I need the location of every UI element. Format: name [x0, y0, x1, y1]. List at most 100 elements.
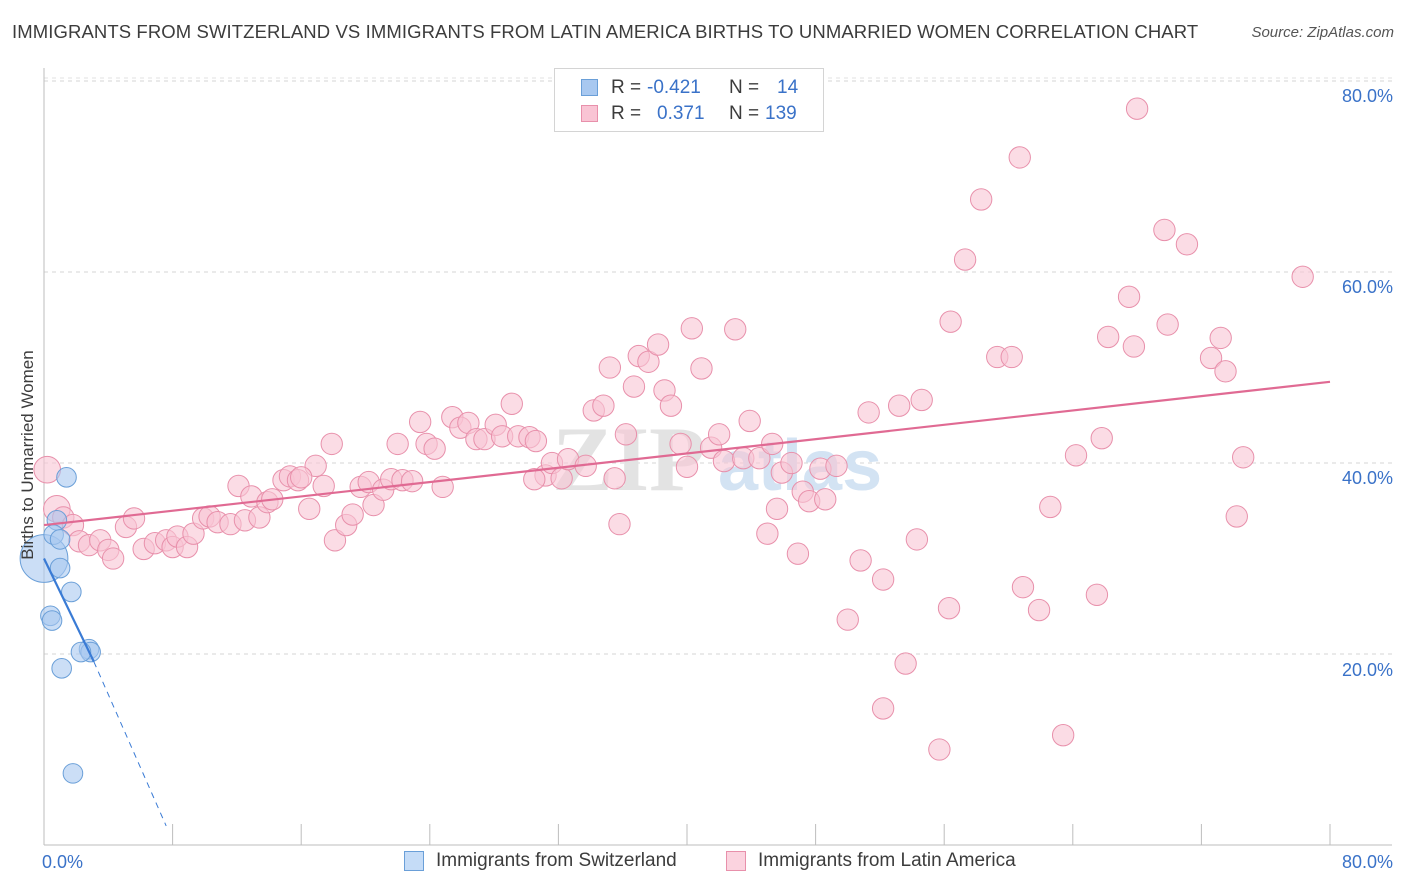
data-point [1090, 426, 1113, 450]
r-label: R = [611, 77, 642, 98]
data-point [765, 497, 789, 521]
data-point [1008, 146, 1031, 169]
data-point [836, 608, 859, 631]
data-point [937, 596, 961, 620]
data-point [871, 697, 895, 720]
data-point [888, 394, 911, 417]
data-point [1122, 335, 1146, 358]
data-point [939, 310, 962, 333]
data-point [386, 432, 409, 456]
legend-label-switzerland: Immigrants from Switzerland [436, 850, 677, 871]
data-point [1225, 505, 1248, 528]
data-point [969, 188, 993, 211]
data-point [659, 394, 683, 417]
data-point [669, 432, 692, 456]
data-point [62, 763, 84, 784]
y-tick-60: 60.0% [1341, 277, 1393, 297]
data-point [675, 455, 699, 479]
legend-label-latin-america: Immigrants from Latin America [758, 850, 1016, 871]
data-point [550, 467, 573, 490]
data-point [928, 738, 951, 761]
data-point [1027, 598, 1051, 622]
trend-lines [43, 380, 1331, 827]
trend-line-0 [43, 558, 95, 663]
data-point [825, 454, 848, 478]
n-label: N = [729, 77, 760, 98]
data-point [1064, 444, 1088, 467]
data-point [56, 467, 77, 488]
data-point [1209, 326, 1232, 350]
data-point [1153, 218, 1176, 242]
y-tick-80: 80.0% [1341, 86, 1393, 106]
swatch-latin-america [581, 105, 598, 122]
data-point [849, 549, 872, 572]
data-point [341, 503, 364, 526]
n-value: 139 [765, 103, 797, 124]
data-point [598, 356, 622, 379]
x-tick-80: 80.0% [1341, 852, 1393, 872]
data-point [871, 568, 895, 591]
data-point [780, 451, 803, 475]
data-point [646, 333, 670, 356]
legend-swatch-latin-america [726, 851, 746, 871]
source-label: Source: ZipAtlas.com [1251, 24, 1394, 41]
data-point [320, 432, 343, 456]
data-point [756, 522, 779, 545]
r-value: 0.371 [657, 103, 705, 124]
data-point [1096, 325, 1120, 349]
data-point [1199, 346, 1223, 370]
trend-line-extension-0 [93, 661, 167, 827]
trend-line-1 [43, 380, 1331, 527]
data-point [894, 652, 917, 675]
data-point [905, 528, 929, 551]
chart-legend: Immigrants from Switzerland Immigrants f… [0, 850, 1406, 880]
data-point [408, 410, 432, 434]
data-point [738, 409, 761, 433]
data-point [603, 467, 626, 490]
r-value: -0.421 [647, 77, 701, 98]
legend-item-switzerland[interactable]: Immigrants from Switzerland [404, 850, 677, 872]
data-point [70, 641, 92, 663]
data-point [724, 318, 747, 341]
data-point [1011, 575, 1035, 599]
data-point [49, 557, 71, 579]
data-point [1291, 265, 1314, 288]
stats-row-latin-america: R = 0.371 N = 139 [555, 101, 823, 127]
data-point [622, 375, 646, 398]
data-point [400, 469, 424, 493]
swatch-switzerland [581, 79, 598, 96]
data-point [500, 392, 523, 415]
data-point [101, 547, 125, 570]
correlation-stats-box: R = -0.421 N = 14 R = 0.371 N = 139 [554, 68, 824, 132]
data-point [323, 529, 347, 552]
r-label: R = [611, 103, 642, 124]
data-point [122, 507, 146, 530]
data-point [910, 388, 933, 412]
data-point [61, 581, 82, 603]
data-point [786, 542, 810, 565]
data-point [857, 401, 880, 424]
data-point [592, 394, 615, 417]
data-point [1214, 360, 1237, 383]
n-value: 14 [777, 77, 799, 98]
data-point [312, 474, 335, 498]
data-point [423, 437, 446, 460]
chart-title: IMMIGRANTS FROM SWITZERLAND VS IMMIGRANT… [12, 21, 1199, 42]
y-tick-20: 20.0% [1341, 660, 1393, 680]
data-point [41, 610, 63, 631]
data-point [814, 488, 837, 511]
scatter-points [19, 97, 1314, 784]
data-point [748, 447, 771, 470]
data-point [953, 248, 977, 271]
legend-item-latin-america[interactable]: Immigrants from Latin America [726, 850, 1016, 872]
data-point [1156, 313, 1179, 336]
data-point [608, 512, 631, 536]
data-point [523, 468, 546, 491]
n-label: N = [729, 103, 760, 124]
data-point [524, 429, 548, 453]
data-point [680, 317, 704, 340]
data-point [1085, 583, 1109, 606]
x-tick-0: 0.0% [42, 852, 84, 872]
stats-row-switzerland: R = -0.421 N = 14 [555, 75, 823, 101]
y-tick-40: 40.0% [1341, 468, 1393, 488]
